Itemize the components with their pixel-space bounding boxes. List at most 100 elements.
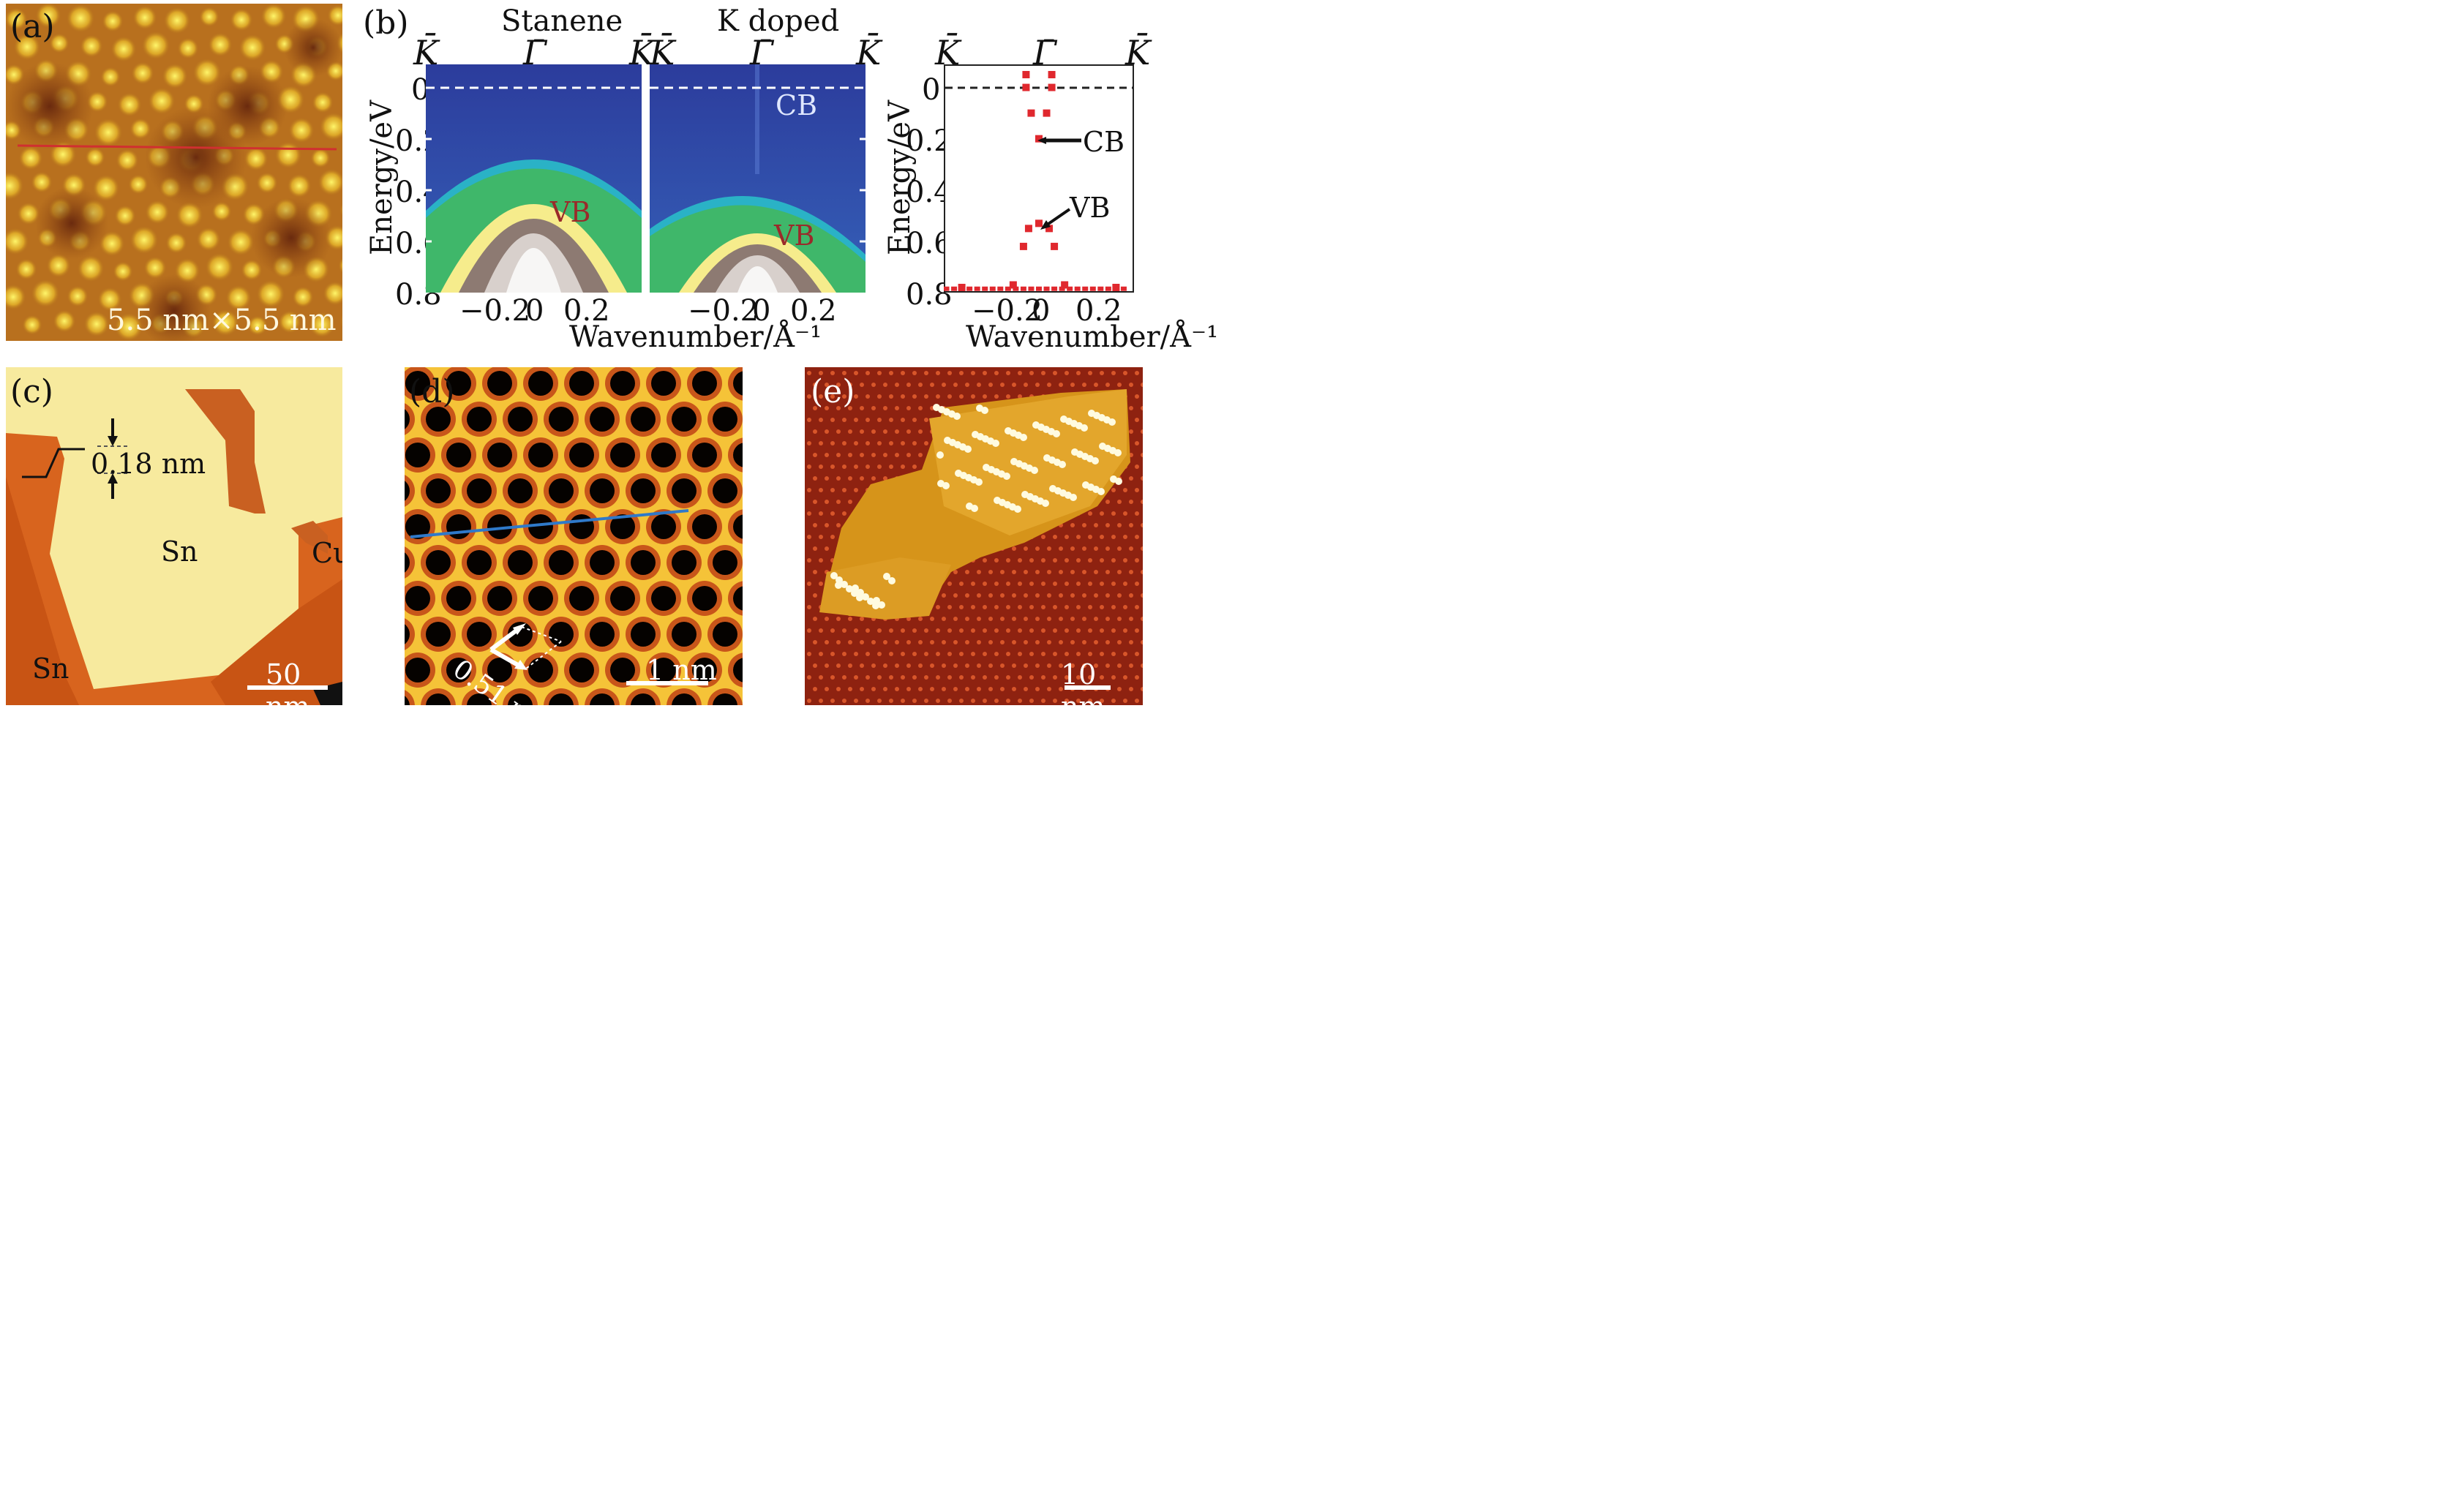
lattice-hole xyxy=(549,478,574,503)
substrate-dot xyxy=(825,383,829,387)
substrate-dot xyxy=(971,394,975,399)
substrate-dot xyxy=(1053,558,1057,563)
substrate-dot xyxy=(983,675,987,680)
substrate-dot xyxy=(848,406,852,410)
substrate-dot xyxy=(1141,406,1143,410)
adatom-spot xyxy=(1114,449,1122,456)
lattice-hole xyxy=(405,586,430,611)
substrate-dot xyxy=(1129,593,1133,598)
substrate-dot xyxy=(1018,394,1022,399)
lattice-hole xyxy=(405,481,410,501)
substrate-dot xyxy=(1012,617,1016,621)
adatom-spot xyxy=(856,594,863,601)
substrate-dot xyxy=(889,699,893,703)
lattice-hole xyxy=(487,443,512,467)
lattice-hole xyxy=(467,407,492,432)
substrate-dot xyxy=(1065,628,1069,633)
substrate-dot xyxy=(1070,546,1075,551)
atom-spot xyxy=(145,200,170,225)
substrate-dot xyxy=(1053,535,1057,539)
substrate-dot xyxy=(1059,383,1063,387)
lattice-hole xyxy=(446,658,471,682)
substrate-dot xyxy=(1100,535,1104,539)
band-point-cb xyxy=(1048,83,1056,91)
lattice-hole xyxy=(692,514,717,539)
substrate-dot xyxy=(883,476,887,481)
adatom-spot xyxy=(835,582,842,589)
line-profile xyxy=(17,144,337,151)
lattice-hole xyxy=(651,371,676,396)
substrate-dot xyxy=(1135,441,1139,445)
panel-e-image xyxy=(805,367,1143,705)
atom-spot xyxy=(67,285,89,307)
substrate-dot xyxy=(1047,593,1051,598)
lattice-hole xyxy=(549,622,574,647)
substrate-dot xyxy=(813,687,817,691)
substrate-dot xyxy=(866,652,870,656)
substrate-dot xyxy=(1041,628,1045,633)
substrate-dot xyxy=(1047,546,1051,551)
band-point-flat xyxy=(989,286,996,291)
substrate-dot xyxy=(912,371,917,375)
substrate-dot xyxy=(1088,371,1092,375)
substrate-dot xyxy=(1141,570,1143,574)
substrate-dot xyxy=(1100,675,1104,680)
arpes-ylabel: Energy/eV xyxy=(365,100,399,255)
lattice-hole xyxy=(672,478,697,503)
lattice-hole xyxy=(610,371,635,396)
substrate-dot xyxy=(825,640,829,644)
step-height-label: 0.18 nm xyxy=(91,448,206,480)
substrate-dot xyxy=(924,628,928,633)
substrate-dot xyxy=(1035,570,1040,574)
atom-spot xyxy=(162,63,188,89)
band-point-flat xyxy=(1005,286,1011,291)
atom-spot xyxy=(163,7,191,34)
substrate-dot xyxy=(930,663,934,668)
lattice-hole xyxy=(610,586,635,611)
lattice-hole xyxy=(569,658,594,682)
substrate-dot xyxy=(807,441,811,445)
substrate-dot xyxy=(1076,558,1081,563)
substrate-dot xyxy=(947,371,952,375)
lattice-hole xyxy=(446,514,471,539)
atom-spot xyxy=(110,36,137,62)
substrate-dot xyxy=(825,429,829,434)
substrate-dot xyxy=(1117,640,1122,644)
lattice-hole xyxy=(528,586,553,611)
lattice-hole xyxy=(713,478,737,503)
substrate-dot xyxy=(889,652,893,656)
substrate-dot xyxy=(871,476,876,481)
adatom-spot xyxy=(936,451,944,459)
substrate-dot xyxy=(1088,582,1092,586)
substrate-dot xyxy=(842,511,846,516)
substrate-dot xyxy=(1000,383,1005,387)
lattice-hole xyxy=(692,658,717,682)
substrate-dot xyxy=(994,605,999,609)
substrate-dot xyxy=(889,628,893,633)
substrate-dot xyxy=(1141,663,1143,668)
substrate-dot xyxy=(1029,371,1034,375)
lattice-hole xyxy=(405,514,430,539)
substrate-dot xyxy=(1059,546,1063,551)
lattice-hole xyxy=(487,371,512,396)
substrate-dot xyxy=(1094,383,1098,387)
substrate-dot xyxy=(1117,663,1122,668)
substrate-dot xyxy=(1012,570,1016,574)
substrate-dot xyxy=(983,582,987,586)
substrate-dot xyxy=(1000,570,1005,574)
substrate-dot xyxy=(1111,699,1116,703)
band-point-vb xyxy=(1024,225,1032,233)
substrate-dot xyxy=(977,593,981,598)
substrate-dot xyxy=(1135,394,1139,399)
substrate-dot xyxy=(860,453,864,457)
atom-spot xyxy=(177,37,199,59)
substrate-dot xyxy=(953,663,958,668)
atom-spot xyxy=(165,232,187,254)
substrate-dot xyxy=(866,371,870,375)
substrate-dot xyxy=(1012,383,1016,387)
substrate-dot xyxy=(1006,628,1010,633)
substrate-dot xyxy=(819,535,823,539)
substrate-dot xyxy=(906,429,911,434)
substrate-dot xyxy=(1076,675,1081,680)
substrate-dot xyxy=(953,687,958,691)
